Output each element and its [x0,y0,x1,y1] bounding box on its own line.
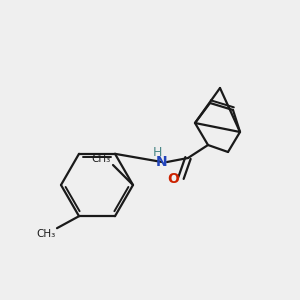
Text: CH₃: CH₃ [37,229,56,239]
Text: N: N [156,155,168,169]
Text: CH₃: CH₃ [92,154,111,164]
Text: H: H [152,146,162,160]
Text: O: O [167,172,179,186]
